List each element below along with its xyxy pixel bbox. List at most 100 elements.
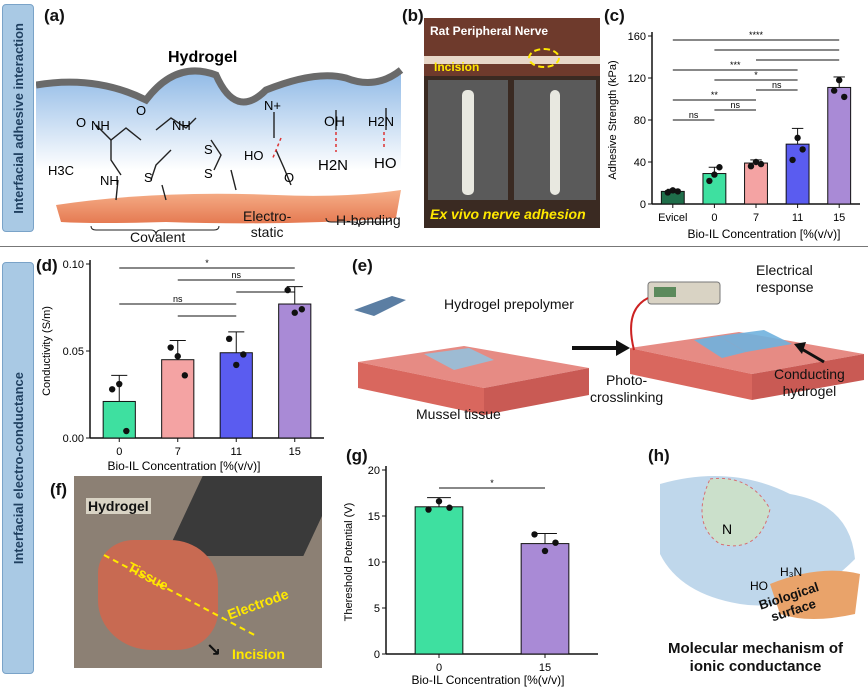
bar [785, 143, 810, 205]
panel-e-schematic [354, 281, 864, 415]
significance-label: * [205, 258, 209, 268]
atom-label: H2N [368, 114, 394, 129]
data-point [716, 164, 723, 171]
atom-label: O [284, 170, 294, 185]
incision-label-f: Incision [232, 646, 285, 662]
nerve-line [424, 56, 600, 64]
panel-f-label: (f) [50, 480, 67, 499]
x-tick-label: 15 [539, 662, 551, 674]
y-tick-label: 15 [368, 511, 380, 523]
conductivity-chart: 0.00 0.05 0.10 0 7 11 15 * ns ns Conductivity (S/m… [41, 258, 324, 473]
atom-label: S [204, 142, 213, 157]
rat-nerve-title: Rat Peripheral Nerve [430, 24, 549, 38]
bar [414, 506, 464, 655]
atom-label: HO [244, 148, 264, 163]
row-divider [0, 246, 868, 247]
data-point [841, 93, 848, 101]
electrode-label: Electrode [225, 585, 291, 623]
atom-label: NH [100, 173, 119, 188]
panel-h-label: (h) [648, 446, 670, 465]
y-tick-label: 40 [634, 157, 646, 169]
data-point [240, 351, 247, 358]
bar [278, 303, 312, 439]
x-tick-label: Evicel [658, 212, 687, 224]
panel-a-label: (a) [44, 6, 65, 25]
data-point [552, 539, 559, 546]
bar [702, 173, 727, 205]
significance-label: ns [689, 110, 699, 120]
data-point [706, 177, 713, 185]
nerve-sample [550, 90, 560, 195]
data-point [435, 498, 443, 505]
data-point [181, 372, 189, 379]
atom-label: NH [91, 118, 110, 133]
left-photo [428, 80, 508, 200]
atom-label: S [204, 166, 213, 181]
hydrogel-label: Hydrogel [168, 49, 237, 66]
atom-label: O [136, 103, 146, 118]
covalent-label: Covalent [130, 229, 186, 245]
significance-label: ns [173, 294, 183, 304]
arrow-icon: ↘ [206, 640, 222, 660]
data-point [298, 306, 306, 313]
y-tick-label: 0.05 [63, 346, 84, 358]
side-label-conductance: Interfacial electro-conductance [2, 262, 34, 674]
y-tick-label: 80 [634, 115, 646, 127]
y-axis-label: Adhesive Strength (kPa) [607, 60, 619, 179]
conducting-hydrogel-label: Conducting hydrogel [774, 366, 845, 399]
x-tick-label: 11 [231, 446, 242, 458]
data-point [757, 160, 765, 168]
panel-b-photo: Rat Peripheral Nerve Incision Ex vivo ne… [424, 18, 600, 228]
y-tick-label: 0.00 [63, 433, 84, 445]
tissue-sample [98, 540, 218, 650]
x-tick-label: 15 [289, 446, 301, 458]
y-tick-label: 0 [374, 649, 380, 661]
atom-label: O [76, 115, 86, 130]
significance-label: ns [231, 270, 241, 280]
hydrogel-label-f: Hydrogel [86, 498, 151, 514]
bar [161, 359, 195, 439]
data-point [541, 547, 549, 555]
x-axis-label: Bio-IL Concentration [%(v/v)] [108, 459, 261, 473]
data-point [789, 156, 796, 164]
hbonding-label: H-bonding [336, 212, 401, 228]
prepolymer-label: Hydrogel prepolymer [444, 296, 574, 312]
data-point [123, 427, 130, 435]
data-point [794, 134, 801, 142]
significance-label: *** [730, 60, 741, 70]
panel-e-label: (e) [352, 256, 373, 275]
atom-label: N+ [264, 98, 281, 113]
y-tick-label: 120 [628, 73, 646, 85]
data-point [747, 163, 755, 170]
data-point [752, 158, 760, 166]
panel-c-label: (c) [604, 6, 625, 25]
electrical-response-label: Electrical response [756, 262, 814, 295]
y-axis-label: Thereshold Potential (V) [343, 503, 355, 622]
nerve-photo-strip [424, 18, 600, 76]
bar [744, 162, 768, 205]
data-point [167, 344, 174, 351]
nerve-sample [462, 90, 474, 195]
bar [827, 86, 852, 205]
x-tick-label: 7 [753, 212, 759, 224]
x-tick-label: 0 [711, 212, 717, 224]
y-tick-label: 160 [628, 31, 646, 43]
significance-label: **** [749, 30, 764, 40]
side-label-top-text: Interfacial adhesive interaction [10, 22, 26, 214]
data-point [711, 171, 718, 178]
y-tick-label: 0 [640, 199, 646, 211]
data-point [425, 506, 432, 513]
data-point [799, 146, 806, 153]
data-point [674, 188, 682, 195]
y-tick-label: 5 [374, 603, 380, 615]
side-label-adhesion: Interfacial adhesive interaction [2, 4, 34, 232]
y-axis-label: Conductivity (S/m) [41, 306, 53, 396]
data-point [830, 87, 838, 94]
electrostatic-label: Electro- static [243, 208, 292, 240]
panel-f-photo: Hydrogel Tissue Electrode Incision ↘ [74, 476, 322, 668]
incision-label-b: Incision [434, 60, 480, 74]
data-point [291, 309, 298, 316]
data-point [669, 187, 676, 194]
significance-label: * [490, 478, 494, 488]
panel-d-label: (d) [36, 256, 58, 275]
